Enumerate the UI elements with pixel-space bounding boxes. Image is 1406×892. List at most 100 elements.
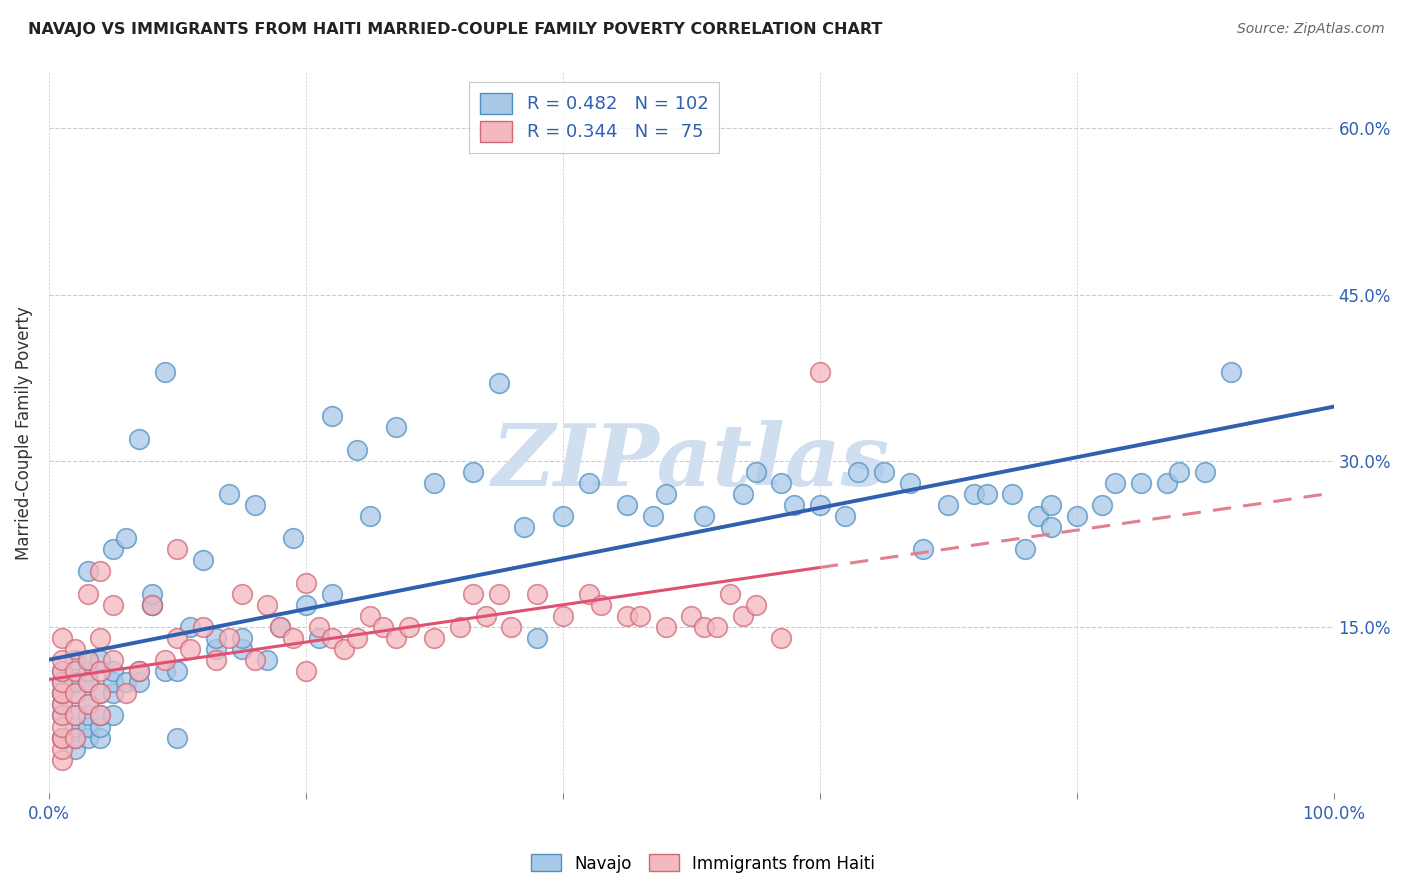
Point xyxy=(166,631,188,645)
Point xyxy=(1194,465,1216,479)
Point xyxy=(63,719,86,733)
Point xyxy=(898,475,921,490)
Point xyxy=(51,731,73,745)
Point xyxy=(526,631,548,645)
Point xyxy=(834,509,856,524)
Point xyxy=(474,608,496,623)
Point xyxy=(333,642,356,657)
Point xyxy=(359,509,381,524)
Point xyxy=(423,631,446,645)
Point xyxy=(281,531,304,545)
Point xyxy=(256,653,278,667)
Point xyxy=(76,586,98,600)
Y-axis label: Married-Couple Family Poverty: Married-Couple Family Poverty xyxy=(15,306,32,560)
Point xyxy=(231,642,253,657)
Point xyxy=(526,586,548,600)
Point xyxy=(76,719,98,733)
Point xyxy=(706,620,728,634)
Point xyxy=(76,708,98,723)
Point xyxy=(808,498,831,512)
Point xyxy=(578,475,600,490)
Point xyxy=(89,686,111,700)
Point xyxy=(51,686,73,700)
Point xyxy=(295,598,318,612)
Point xyxy=(269,620,291,634)
Point xyxy=(231,586,253,600)
Point xyxy=(76,664,98,678)
Point xyxy=(115,675,138,690)
Point xyxy=(63,741,86,756)
Point xyxy=(89,731,111,745)
Point xyxy=(976,487,998,501)
Point xyxy=(103,598,125,612)
Point xyxy=(616,608,638,623)
Point xyxy=(103,653,125,667)
Point xyxy=(115,531,138,545)
Point xyxy=(63,731,86,745)
Point xyxy=(76,698,98,712)
Point xyxy=(1001,487,1024,501)
Point xyxy=(63,675,86,690)
Point xyxy=(461,586,484,600)
Point xyxy=(128,664,150,678)
Point xyxy=(63,642,86,657)
Point xyxy=(63,675,86,690)
Point xyxy=(103,664,125,678)
Point xyxy=(911,542,934,557)
Point xyxy=(295,575,318,590)
Point xyxy=(89,565,111,579)
Text: NAVAJO VS IMMIGRANTS FROM HAITI MARRIED-COUPLE FAMILY POVERTY CORRELATION CHART: NAVAJO VS IMMIGRANTS FROM HAITI MARRIED-… xyxy=(28,22,883,37)
Text: Source: ZipAtlas.com: Source: ZipAtlas.com xyxy=(1237,22,1385,37)
Point xyxy=(51,698,73,712)
Point xyxy=(693,509,716,524)
Point xyxy=(770,475,793,490)
Point xyxy=(641,509,664,524)
Text: ZIPatlas: ZIPatlas xyxy=(492,420,890,503)
Point xyxy=(63,686,86,700)
Point xyxy=(321,409,343,424)
Point xyxy=(1066,509,1088,524)
Point xyxy=(783,498,806,512)
Point xyxy=(218,631,240,645)
Point xyxy=(166,542,188,557)
Point xyxy=(63,653,86,667)
Point xyxy=(808,365,831,379)
Point xyxy=(76,653,98,667)
Point xyxy=(89,664,111,678)
Point xyxy=(205,653,228,667)
Point xyxy=(141,598,163,612)
Point xyxy=(591,598,613,612)
Point xyxy=(321,631,343,645)
Point xyxy=(346,442,368,457)
Point xyxy=(166,664,188,678)
Point xyxy=(846,465,869,479)
Point xyxy=(1156,475,1178,490)
Point xyxy=(153,653,176,667)
Point xyxy=(115,686,138,700)
Point xyxy=(488,376,510,391)
Point xyxy=(51,675,73,690)
Point xyxy=(51,675,73,690)
Point xyxy=(89,708,111,723)
Point xyxy=(385,631,408,645)
Point xyxy=(770,631,793,645)
Point xyxy=(128,664,150,678)
Point xyxy=(654,487,676,501)
Point xyxy=(578,586,600,600)
Point xyxy=(76,675,98,690)
Point xyxy=(963,487,986,501)
Point xyxy=(718,586,741,600)
Point xyxy=(616,498,638,512)
Point xyxy=(243,653,266,667)
Point xyxy=(269,620,291,634)
Point xyxy=(89,708,111,723)
Point xyxy=(501,620,523,634)
Point xyxy=(63,675,86,690)
Point xyxy=(1040,498,1063,512)
Point xyxy=(1091,498,1114,512)
Point xyxy=(191,620,214,634)
Point xyxy=(359,608,381,623)
Point xyxy=(153,365,176,379)
Point xyxy=(141,598,163,612)
Point xyxy=(76,653,98,667)
